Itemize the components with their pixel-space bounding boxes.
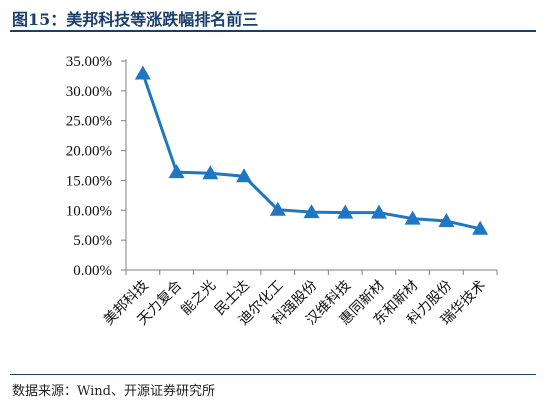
figure-title: 图15：美邦科技等涨跌幅排名前三 (12, 10, 259, 29)
data-point-美邦科技 (134, 65, 151, 80)
data-point-汉维科技 (337, 204, 354, 219)
y-axis-ticks: 0.00% 5.00% 10.00% 15.00% 20.00% 25.00% 30.00%… (66, 54, 126, 279)
data-point-民士达 (236, 168, 253, 183)
data-point-天力复合 (168, 164, 185, 179)
data-point-科强股份 (303, 204, 320, 219)
source-note: 数据来源：Wind、开源证券研究所 (12, 384, 215, 399)
chart-axes (125, 59, 497, 271)
data-point-迪尔化工 (269, 201, 286, 216)
y-tick-label: 0.00% (73, 263, 112, 279)
y-tick-label: 30.00% (66, 84, 112, 100)
y-tick-label: 20.00% (66, 144, 112, 160)
x-tick-label: 能之光 (178, 278, 219, 319)
y-tick-label: 10.00% (66, 203, 112, 219)
y-tick-label: 5.00% (73, 233, 112, 249)
data-point-瑞华技术 (472, 220, 489, 235)
y-tick-label: 35.00% (66, 54, 112, 70)
y-tick-label: 15.00% (66, 173, 112, 189)
data-point-东和新材 (404, 210, 421, 225)
data-point-科力股份 (438, 213, 455, 228)
data-point-能之光 (202, 165, 219, 180)
y-tick-label: 25.00% (66, 114, 112, 130)
series-group (134, 65, 489, 235)
source-divider (10, 374, 536, 375)
title-divider (10, 30, 536, 32)
x-axis-ticks: 美邦科技天力复合能之光民士达迪尔化工科强股份汉维科技惠同新材东和新材科力股份瑞华… (101, 270, 498, 328)
data-point-惠同新材 (370, 204, 387, 219)
